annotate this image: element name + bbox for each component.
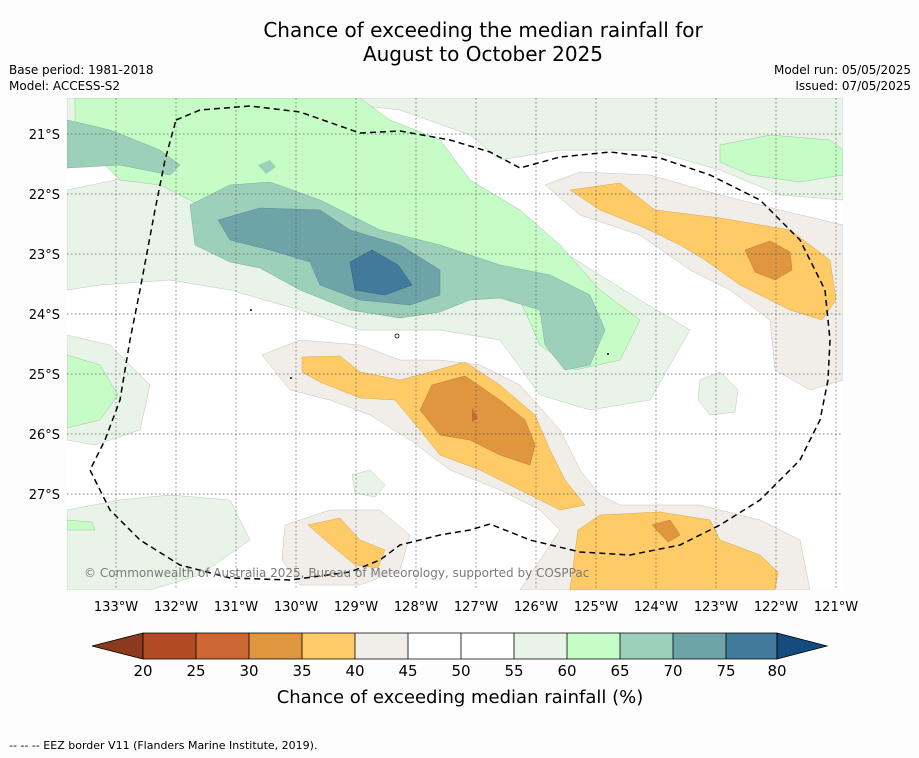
contour-25-30 [472, 408, 478, 422]
model-name: Model: ACCESS-S2 [9, 79, 121, 93]
contour-75-80 [349, 249, 413, 296]
lat-label: 27°S [29, 488, 60, 503]
colorbar-segment [461, 633, 514, 659]
colorbar-tick: 45 [398, 662, 417, 680]
colorbar-label: Chance of exceeding median rainfall (%) [277, 687, 644, 708]
colorbar-tick: 30 [239, 662, 258, 680]
colorbar-segment [196, 633, 249, 659]
colorbar-tick: 25 [186, 662, 205, 680]
contour-60-65-west [67, 354, 119, 429]
colorbar-low-arrow [91, 632, 144, 660]
contour-35-40-east [569, 182, 837, 321]
lon-label: 123°W [694, 600, 738, 615]
lon-labels: 133°W 132°W 131°W 130°W 129°W 128°W 127°… [94, 600, 858, 615]
contour-60-65-northeast [719, 134, 843, 183]
lon-label: 126°W [514, 600, 558, 615]
lon-label: 133°W [94, 600, 138, 615]
issued-date: Issued: 07/05/2025 [795, 79, 911, 93]
lon-label: 121°W [814, 600, 858, 615]
meta-left: Base period: 1981-2018 Model: ACCESS-S2 [9, 62, 154, 94]
colorbar-segment [249, 633, 302, 659]
lon-label: 127°W [454, 600, 498, 615]
colorbar: 20 25 30 35 40 45 50 55 60 65 70 75 80 C… [91, 632, 829, 708]
colorbar-tick: 40 [345, 662, 364, 680]
lon-label: 128°W [394, 600, 438, 615]
model-run: Model run: 05/05/2025 [773, 63, 911, 77]
title-line-2: August to October 2025 [362, 42, 604, 66]
colorbar-tick: 35 [292, 662, 311, 680]
contour-35-40-southeast [569, 511, 779, 590]
contour-30-35-center [419, 375, 536, 466]
lat-label: 26°S [29, 428, 60, 443]
copyright-text: © Commonwealth of Australia 2025, Bureau… [84, 566, 589, 580]
lat-label: 22°S [29, 188, 60, 203]
lon-label: 130°W [274, 600, 318, 615]
colorbar-tick: 80 [767, 662, 786, 680]
contour-55-60-small [351, 469, 386, 498]
meta-right: Model run: 05/05/2025 Issued: 07/05/2025 [774, 62, 911, 94]
eez-note: -- -- -- EEZ border V11 (Flanders Marine… [9, 739, 318, 752]
lat-label: 24°S [29, 308, 60, 323]
graticule [67, 98, 843, 590]
contour-55-60-east [697, 371, 739, 416]
lon-label: 122°W [754, 600, 798, 615]
contour-60-65-sw [67, 519, 96, 531]
colorbar-tick: 65 [610, 662, 629, 680]
colorbar-segment [408, 633, 461, 659]
lon-label: 125°W [574, 600, 618, 615]
colorbar-tick: 50 [451, 662, 470, 680]
title-line-1: Chance of exceeding the median rainfall … [263, 18, 703, 42]
lat-labels: 21°S 22°S 23°S 24°S 25°S 26°S 27°S [29, 128, 60, 503]
colorbar-segment [726, 633, 777, 659]
lon-label: 124°W [634, 600, 678, 615]
lon-label: 132°W [154, 600, 198, 615]
colorbar-tick: 20 [133, 662, 152, 680]
lat-label: 23°S [29, 248, 60, 263]
lon-label: 131°W [214, 600, 258, 615]
colorbar-segment [514, 633, 567, 659]
contour-30-35-east [744, 240, 793, 281]
lon-label: 129°W [334, 600, 378, 615]
colorbar-tick: 75 [716, 662, 735, 680]
base-period: Base period: 1981-2018 [9, 63, 154, 77]
colorbar-segment [673, 633, 726, 659]
eez-border [89, 105, 831, 581]
lat-label: 21°S [29, 128, 60, 143]
colorbar-tick: 70 [663, 662, 682, 680]
small-island-markers [250, 309, 609, 379]
map-area: © Commonwealth of Australia 2025, Bureau… [67, 98, 843, 590]
contour-55-60-south [67, 494, 251, 590]
colorbar-segment [143, 633, 196, 659]
colorbar-segment [302, 633, 355, 659]
colorbar-segment [355, 633, 408, 659]
contour-65-70-dot1 [258, 160, 276, 174]
contour-30-35-south [651, 519, 681, 543]
lat-label: 25°S [29, 368, 60, 383]
colorbar-tick: 55 [504, 662, 523, 680]
colorbar-tick: 60 [557, 662, 576, 680]
map-title: Chance of exceeding the median rainfall … [0, 18, 919, 66]
colorbar-segment [620, 633, 673, 659]
colorbar-ticks: 20 25 30 35 40 45 50 55 60 65 70 75 80 [133, 662, 786, 680]
colorbar-segment [567, 633, 620, 659]
colorbar-high-arrow [776, 632, 829, 660]
